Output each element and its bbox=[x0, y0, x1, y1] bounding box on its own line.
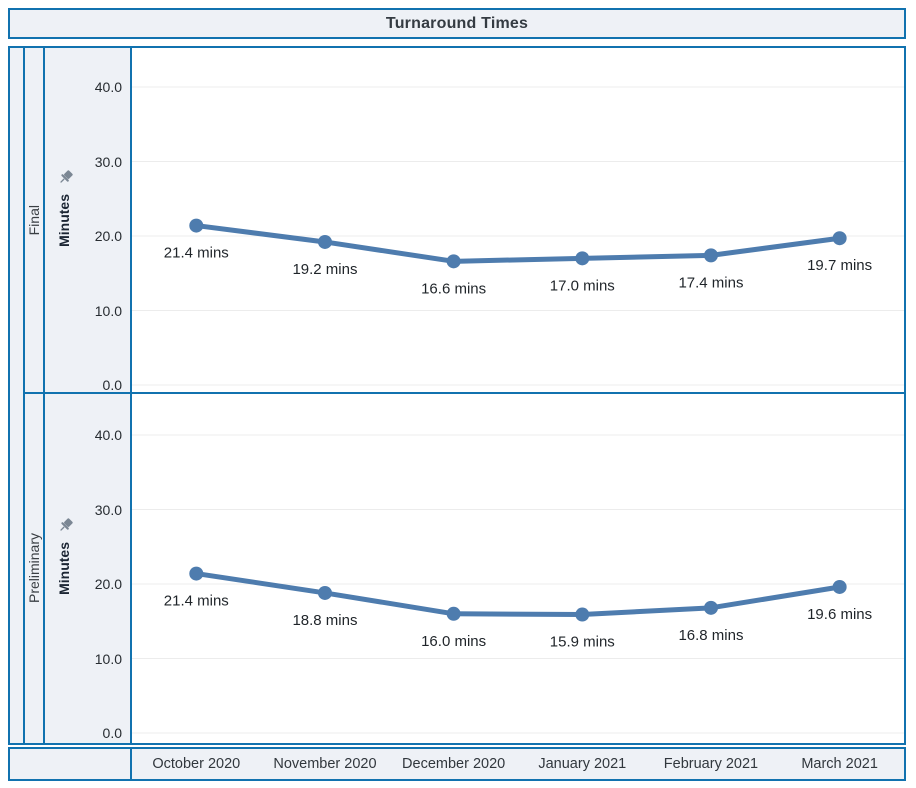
data-point[interactable] bbox=[446, 254, 461, 269]
trend-line bbox=[193, 223, 843, 264]
y-axis-tick-label: 10.0 bbox=[94, 650, 122, 667]
data-point-label: 21.4 mins bbox=[164, 245, 229, 262]
y-axis-tick-label: 30.0 bbox=[94, 153, 122, 170]
pin-icon[interactable] bbox=[57, 516, 75, 534]
data-point-label: 19.2 mins bbox=[292, 261, 357, 278]
y-axis-ticks-preliminary: 40.0 30.0 20.0 10.0 0.0 bbox=[45, 394, 126, 743]
x-axis-label: December 2020 bbox=[402, 756, 506, 772]
pin-icon[interactable] bbox=[57, 168, 75, 186]
data-point[interactable] bbox=[703, 248, 718, 263]
data-point[interactable] bbox=[575, 607, 590, 622]
trend-line bbox=[193, 571, 843, 618]
data-point-label: 16.6 mins bbox=[421, 280, 486, 297]
y-axis-tick-label: 40.0 bbox=[94, 427, 122, 443]
line-chart-panel-preliminary: 21.4 mins 18.8 mins 16.0 mins 15.9 mins 16.8… bbox=[132, 434, 904, 734]
x-axis-label: January 2021 bbox=[538, 756, 627, 772]
plot-area-final bbox=[132, 48, 904, 392]
data-point[interactable] bbox=[189, 218, 204, 233]
x-axis-label: November 2020 bbox=[273, 756, 377, 772]
row-header-final-label: Final bbox=[26, 204, 42, 236]
y-axis-tick-label: 0.0 bbox=[102, 725, 122, 741]
y-axis-ticks-final: 40.0 30.0 20.0 10.0 0.0 bbox=[45, 48, 126, 393]
divider-vertical-2 bbox=[43, 48, 45, 743]
divider-panels bbox=[23, 392, 904, 394]
data-point-label: 17.4 mins bbox=[678, 274, 743, 291]
data-point[interactable] bbox=[703, 600, 718, 615]
x-axis-label: October 2020 bbox=[152, 756, 241, 772]
line-chart-panel-final: 21.4 mins 19.2 mins 16.6 mins 17.0 mins 17.4… bbox=[132, 86, 904, 386]
x-axis-label: February 2021 bbox=[663, 756, 759, 772]
y-axis-tick-label: 30.0 bbox=[94, 501, 122, 518]
row-header-final: Final bbox=[24, 48, 44, 392]
y-axis-tick-label: 20.0 bbox=[94, 576, 122, 592]
x-axis-label: March 2021 bbox=[801, 756, 878, 772]
y-axis-tick-label: 10.0 bbox=[94, 302, 122, 319]
data-point-label: 19.7 mins bbox=[807, 257, 872, 274]
y-axis-tick-label: 20.0 bbox=[94, 228, 122, 244]
data-point-label: 18.8 mins bbox=[292, 612, 357, 629]
data-point-label: 17.0 mins bbox=[550, 277, 615, 294]
x-axis-strip-divider bbox=[130, 749, 132, 779]
page-title: Turnaround Times bbox=[385, 14, 529, 32]
divider-axis-plot bbox=[130, 48, 132, 743]
data-point-label: 15.9 mins bbox=[550, 634, 615, 651]
data-point[interactable] bbox=[317, 585, 332, 600]
data-point[interactable] bbox=[189, 566, 204, 581]
data-point-label: 21.4 mins bbox=[164, 593, 229, 610]
data-point[interactable] bbox=[575, 251, 590, 266]
row-header-preliminary-label: Preliminary bbox=[26, 533, 42, 604]
row-header-preliminary: Preliminary bbox=[24, 394, 44, 743]
x-axis-strip bbox=[8, 747, 906, 781]
chart-title-bar: Turnaround Times bbox=[8, 8, 906, 39]
data-point-label: 16.8 mins bbox=[678, 627, 743, 644]
data-point[interactable] bbox=[317, 234, 332, 249]
data-point[interactable] bbox=[446, 606, 461, 621]
y-axis-tick-label: 40.0 bbox=[94, 79, 122, 95]
divider-vertical-1 bbox=[23, 48, 25, 743]
data-point-label: 16.0 mins bbox=[421, 633, 486, 650]
data-point-label: 19.6 mins bbox=[807, 606, 872, 623]
y-axis-tick-label: 0.0 bbox=[102, 377, 122, 393]
x-axis-labels: October 2020 November 2020 December 2020 Ja… bbox=[132, 749, 904, 779]
plot-area-preliminary bbox=[132, 394, 904, 743]
data-point[interactable] bbox=[832, 579, 847, 594]
data-point[interactable] bbox=[832, 231, 847, 246]
